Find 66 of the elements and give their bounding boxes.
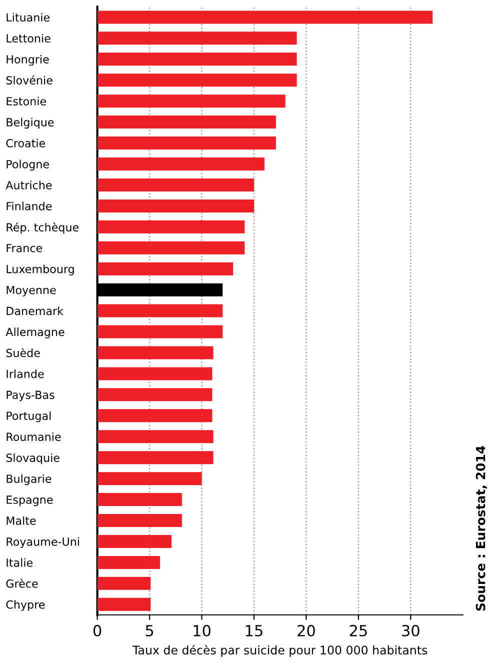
bar — [97, 514, 182, 528]
y-tick-label: Malte — [6, 516, 36, 525]
bar — [97, 52, 297, 66]
y-tick-label: Irlande — [6, 369, 44, 378]
bar — [97, 74, 297, 87]
bar — [97, 116, 276, 129]
y-tick-label: Rép. tchèque — [6, 222, 79, 234]
y-tick-label: Grèce — [6, 578, 38, 588]
bar — [97, 598, 151, 611]
y-tick-label: France — [6, 244, 42, 252]
bar — [97, 178, 254, 192]
bar — [97, 325, 223, 338]
x-tick-label: 0 — [93, 624, 102, 636]
bar — [97, 32, 297, 45]
bar — [97, 346, 214, 360]
y-tick-label: Roumanie — [6, 432, 61, 442]
bar — [97, 367, 212, 380]
bar — [97, 220, 245, 234]
x-tick-label: 15 — [246, 625, 262, 636]
y-tick-label: Portugal — [6, 411, 51, 422]
bar — [97, 262, 234, 276]
y-tick-label: Suède — [6, 348, 40, 358]
y-tick-label: Croatie — [6, 138, 46, 148]
x-tick-label: 25 — [350, 624, 367, 636]
y-tick-label: Lituanie — [6, 12, 50, 22]
y-tick-label: Italie — [6, 558, 33, 567]
y-tick-label: Chypre — [6, 600, 45, 611]
y-tick-label: Allemagne — [6, 328, 64, 338]
bar — [97, 136, 276, 150]
bar — [97, 241, 245, 254]
y-tick-label: Luxembourg — [6, 264, 74, 276]
y-tick-label: Pays-Bas — [6, 390, 54, 402]
y-tick-label: Pologne — [6, 160, 49, 171]
y-tick-label: Danemark — [6, 306, 64, 316]
y-tick-label: Autriche — [6, 180, 52, 190]
bar — [97, 10, 433, 24]
y-tick-label: Royaume-Uni — [6, 537, 79, 548]
y-tick-label: Lettonie — [6, 34, 50, 43]
y-tick-label: Slovaquie — [6, 453, 60, 464]
y-tick-label: Moyenne — [6, 286, 56, 296]
source-note: Source : Eurostat, 2014 — [476, 446, 487, 611]
x-tick-label: 30 — [402, 624, 420, 636]
y-tick-label: Espagne — [6, 496, 53, 506]
bar — [97, 493, 182, 506]
x-tick-label: 5 — [146, 625, 154, 636]
bar — [97, 158, 264, 171]
bar — [97, 388, 212, 402]
y-tick-label: Bulgarie — [6, 474, 52, 486]
bar — [97, 576, 151, 590]
bar — [97, 304, 223, 318]
y-tick-label: Slovénie — [6, 75, 52, 84]
bar — [97, 409, 212, 422]
y-tick-label: Finlande — [6, 202, 52, 210]
bar — [97, 199, 254, 212]
bar — [97, 534, 172, 548]
x-axis-title: Taux de décès par suicide pour 100 000 habitants — [132, 644, 428, 657]
bar — [97, 430, 214, 444]
x-tick-label: 10 — [194, 624, 210, 636]
bar — [97, 556, 160, 569]
bar — [97, 451, 214, 464]
y-tick-label: Estonie — [6, 96, 46, 106]
bar — [97, 94, 286, 108]
bar — [97, 472, 202, 486]
y-tick-label: Belgique — [6, 118, 54, 129]
y-tick-label: Hongrie — [6, 54, 49, 66]
x-tick-label: 20 — [298, 624, 315, 636]
